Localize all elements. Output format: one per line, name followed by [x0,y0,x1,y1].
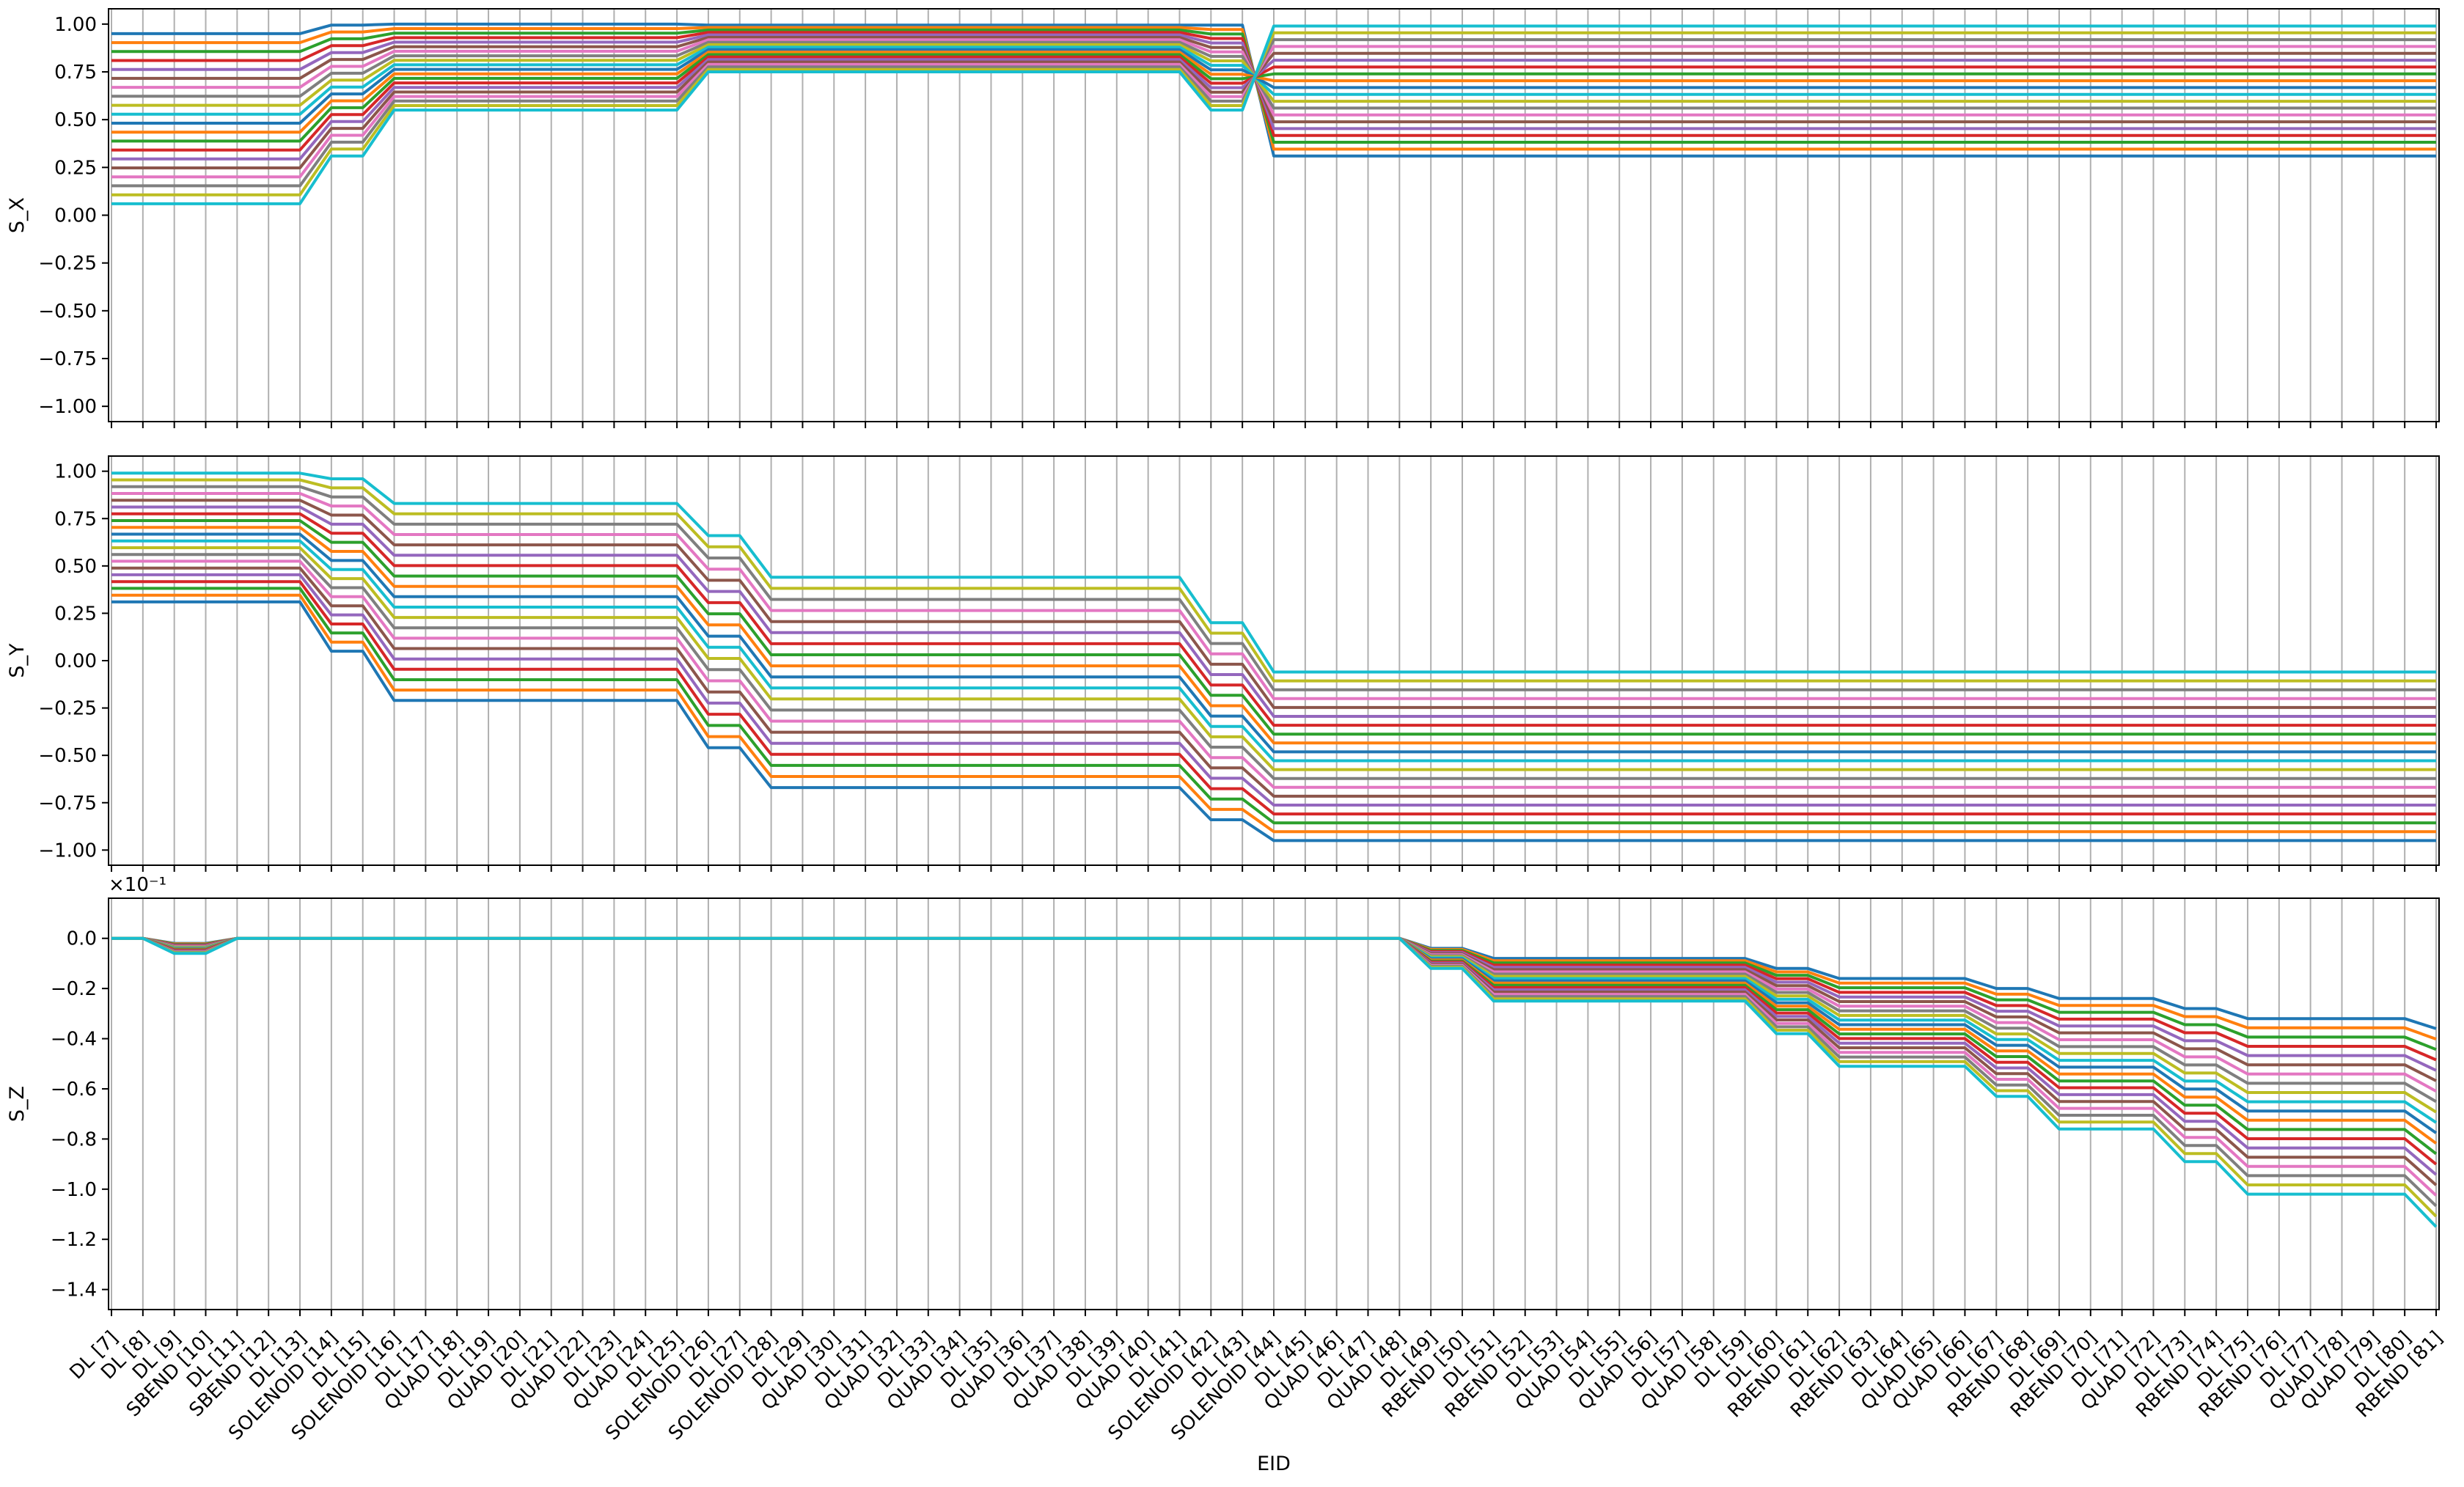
y-tick-label: 1.00 [54,14,97,36]
series-line [111,51,2436,134]
series-line [111,519,2436,736]
y-tick-label: 1.00 [54,461,97,483]
series-line [111,587,2436,825]
series-line [111,28,2436,144]
series-line [111,546,2436,771]
y-tick-label: 0.00 [54,650,97,672]
y-tick-label: −1.00 [38,396,97,418]
panel-s-z: DL [7]DL [8]DL [9]SBEND [10]DL [11]SBEND… [6,874,2447,1444]
series-line [111,40,2436,110]
y-tick-label: 0.50 [54,109,97,131]
y-tick-label: −0.50 [38,301,97,323]
series-line [111,566,2436,798]
series-line [111,553,2436,780]
series-line [111,471,2436,674]
y-exponent-label: ×10⁻¹ [109,874,166,896]
y-axis-label: S_Y [6,643,29,678]
series-line [111,539,2436,763]
series-line [111,573,2436,807]
series-line [111,31,2436,197]
series-line [111,24,2436,205]
y-tick-label: −1.2 [51,1229,97,1251]
series-line [111,512,2436,727]
series-line [111,48,2436,125]
y-tick-label: 0.75 [54,62,97,84]
series-line [111,33,2436,131]
y-axis-label: S_X [6,197,29,233]
series-line [111,936,2438,1228]
series-line [111,36,2436,124]
y-tick-label: −0.8 [51,1128,97,1150]
y-tick-label: 0.25 [54,157,97,179]
y-tick-label: 0.75 [54,508,97,530]
series-line [111,45,2436,116]
y-tick-label: −0.50 [38,745,97,767]
series-line [111,31,2436,137]
series-line [111,593,2436,834]
y-tick-label: −0.4 [51,1029,97,1051]
y-tick-label: 0.0 [67,928,97,950]
series-line [111,492,2436,700]
series-line [111,499,2436,709]
y-tick-label: −0.2 [51,978,97,1000]
y-tick-label: −0.6 [51,1079,97,1101]
y-tick-label: −0.25 [38,253,97,275]
series-line [111,22,2436,158]
panel-s-y: 1.00 0.75 0.50 0.25 0.00 −0.25 −0.50 −0.75 −1.00… [6,455,2440,872]
series-line [111,51,2436,169]
y-tick-label: −0.75 [38,793,97,815]
y-tick-label: −1.0 [51,1179,97,1201]
series-line [111,526,2436,745]
series-line [111,55,2436,152]
series-line [111,43,2436,107]
series-line [111,532,2436,754]
y-tick-label: −0.75 [38,348,97,370]
series-line [111,559,2436,789]
y-axis-label: S_Z [6,1086,29,1122]
axes-frame [108,897,2440,1310]
series-line [111,478,2436,683]
panel-s-x: 1.00 0.75 0.50 0.25 0.00 −0.25 −0.50 −0.75 −1.00… [6,8,2440,428]
y-tick-label: −1.00 [38,840,97,862]
series-line [111,485,2436,691]
series-line [111,505,2436,718]
x-axis-label: EID [1257,1453,1291,1475]
y-tick-label: 0.00 [54,205,97,227]
series-line [111,26,2436,151]
series-line [111,58,2436,161]
series-line [111,45,2436,179]
y-tick-label: −1.4 [51,1279,97,1301]
series-line [111,38,2436,188]
series-line [111,38,2436,117]
series-line [111,600,2436,842]
y-tick-label: 0.25 [54,603,97,625]
series-line [111,580,2436,816]
series-line [111,53,2436,143]
y-tick-label: 0.50 [54,556,97,578]
y-tick-label: −0.25 [38,698,97,720]
